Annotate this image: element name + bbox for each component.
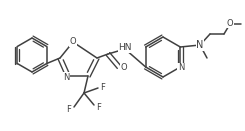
Text: N: N	[63, 72, 69, 81]
Text: F: F	[67, 105, 72, 114]
Text: HN: HN	[118, 43, 132, 53]
Text: N: N	[178, 64, 184, 72]
Text: F: F	[97, 103, 101, 113]
Text: N: N	[196, 40, 204, 50]
Text: O: O	[227, 18, 233, 28]
Text: F: F	[100, 83, 105, 91]
Text: O: O	[121, 64, 127, 72]
Text: O: O	[70, 37, 76, 47]
